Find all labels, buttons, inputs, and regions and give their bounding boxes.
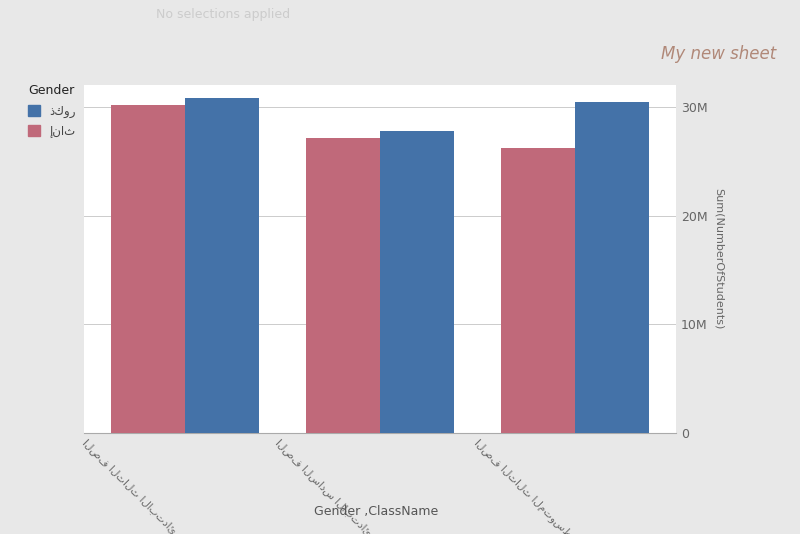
Bar (306, 137, 380, 433)
Bar (380, 131, 454, 433)
Y-axis label: Sum(NumberOfStudents): Sum(NumberOfStudents) (714, 189, 724, 329)
Text: My new sheet: My new sheet (661, 45, 776, 64)
Legend: ذكور, إناث: ذكور, إناث (28, 84, 75, 138)
Text: Gender ,ClassName: Gender ,ClassName (314, 505, 438, 518)
Text: No selections applied: No selections applied (156, 7, 290, 21)
Bar (185, 98, 259, 433)
Bar (501, 148, 575, 433)
Bar (111, 105, 185, 433)
Bar (575, 101, 649, 433)
